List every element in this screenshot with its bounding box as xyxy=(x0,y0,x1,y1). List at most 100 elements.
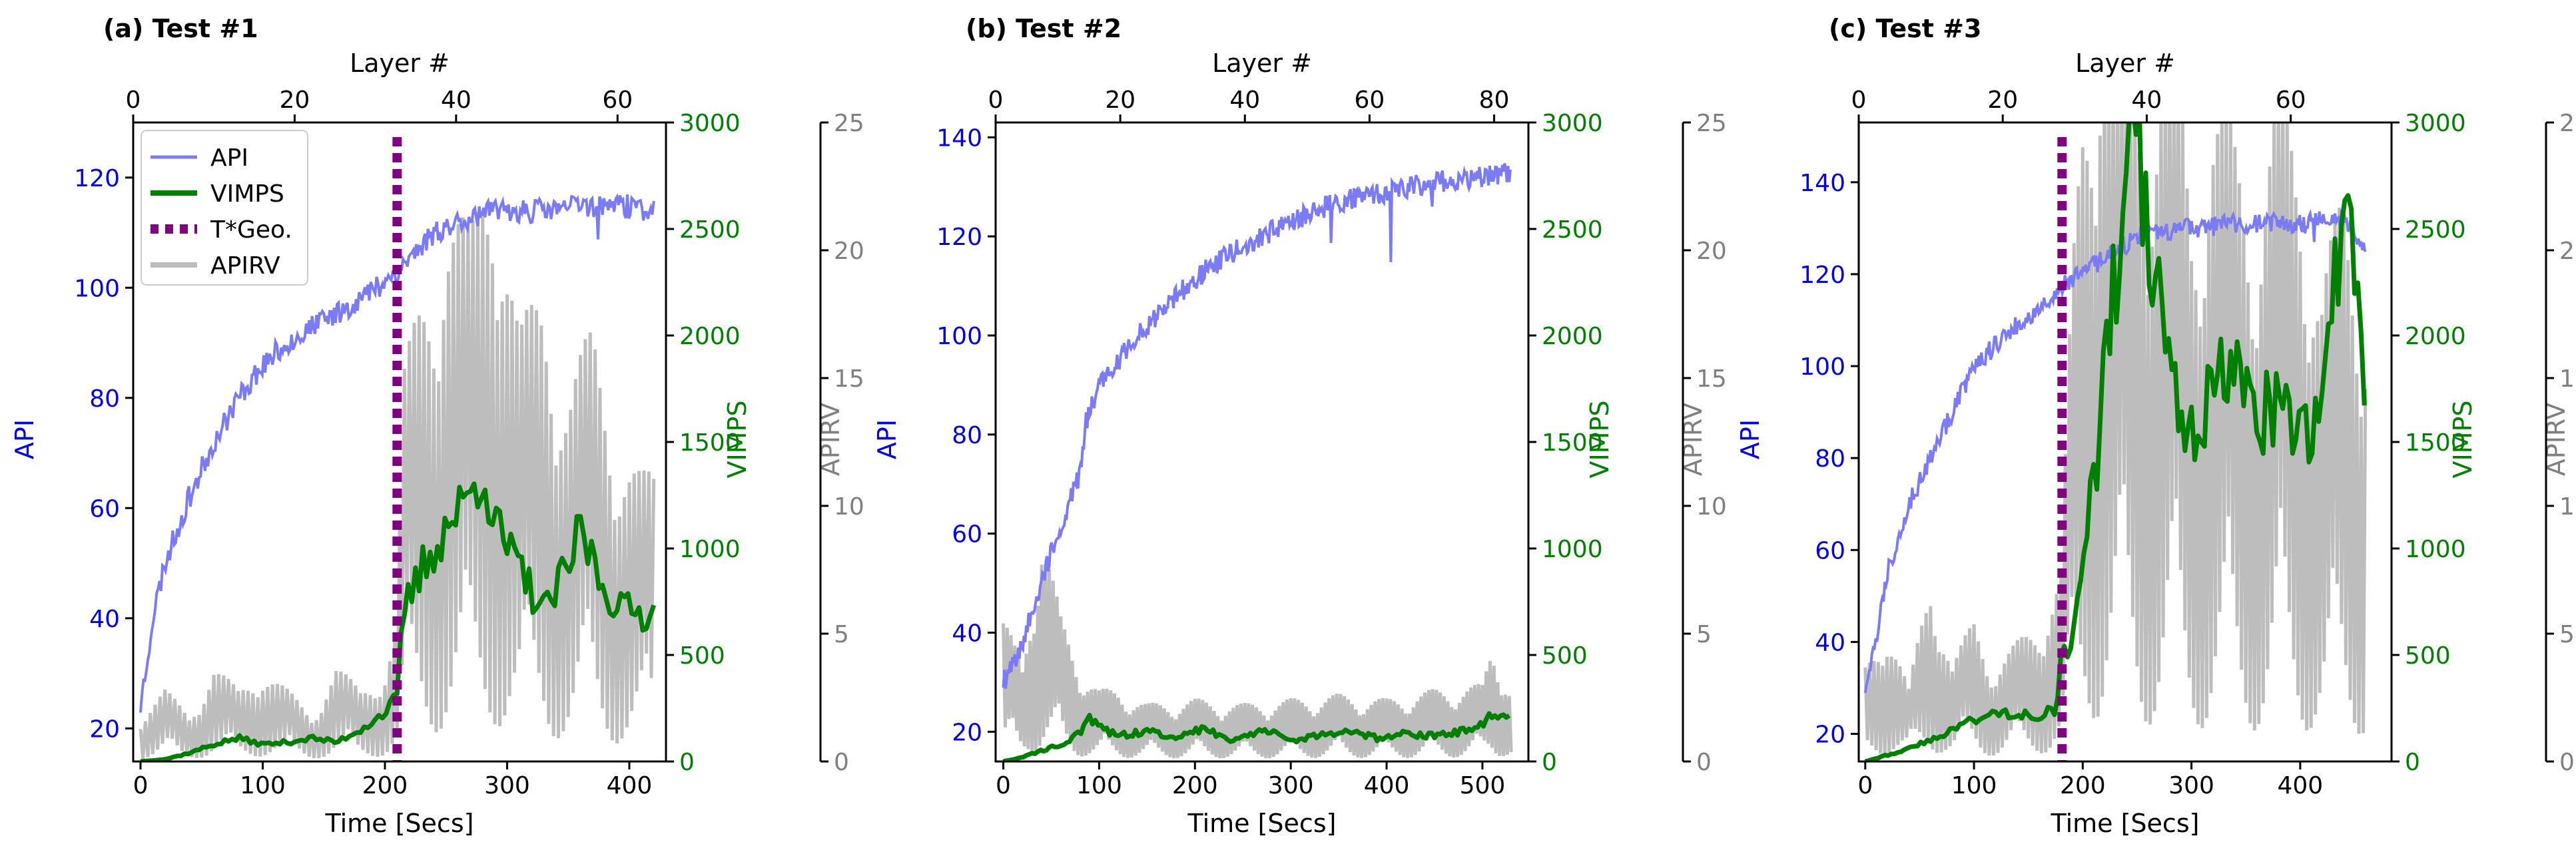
x-tick-label: 400 xyxy=(1364,772,1410,799)
x-axis-label: Time [Secs] xyxy=(1187,809,1337,838)
plot-frame xyxy=(994,121,1530,763)
x-tick-label: 300 xyxy=(1268,772,1314,799)
x-tick-label: 100 xyxy=(1076,772,1122,799)
y3-tick-label: 5 xyxy=(834,621,849,648)
y-tick-label: 140 xyxy=(1799,170,1845,197)
series-vimps-line xyxy=(1002,711,1511,761)
y-tick-label: 100 xyxy=(1799,353,1845,381)
y2-tick-label: 0 xyxy=(679,749,695,776)
x2-tick-label: 20 xyxy=(280,87,310,114)
y3-tick-label: 0 xyxy=(1696,749,1712,776)
y-tick-label: 60 xyxy=(1815,537,1845,564)
chart-title: (c) Test #3 xyxy=(1829,14,1981,43)
x2-tick-label: 20 xyxy=(1987,87,2018,114)
y2-tick-label: 2000 xyxy=(1542,323,1603,350)
x-tick-label: 400 xyxy=(2277,772,2323,799)
y2-axis-label: VIMPS xyxy=(2448,400,2477,478)
x2-axis-label: Layer # xyxy=(2075,49,2175,78)
x2-tick-label: 80 xyxy=(1479,87,1510,114)
x-tick-label: 400 xyxy=(607,772,653,799)
x2-tick-label: 60 xyxy=(1354,87,1385,114)
y2-tick-label: 1500 xyxy=(1542,429,1603,457)
y-tick-label: 120 xyxy=(74,165,120,192)
y3-tick-label: 5 xyxy=(2559,621,2575,648)
chart-panel-test-1: (a) Test #1 Layer # Time [Secs] API VIMP… xyxy=(10,14,864,838)
x-tick-label: 300 xyxy=(2168,772,2214,799)
y-tick-label: 120 xyxy=(936,224,982,251)
y2-tick-label: 1000 xyxy=(1542,536,1603,563)
y2-tick-label: 500 xyxy=(2405,642,2451,670)
legend-label: T*Geo. xyxy=(210,216,292,244)
x-tick-label: 200 xyxy=(2060,772,2106,799)
x-tick-label: 500 xyxy=(1460,772,1506,799)
x-tick-label: 200 xyxy=(362,772,408,799)
y-tick-label: 40 xyxy=(89,606,120,633)
y-tick-label: 100 xyxy=(936,323,982,350)
x-tick-label: 0 xyxy=(1857,772,1873,799)
y3-tick-label: 25 xyxy=(2559,110,2576,137)
y2-tick-label: 1500 xyxy=(679,429,741,457)
y-tick-label: 80 xyxy=(1815,445,1845,473)
chart-panel-test-2: (b) Test #2 Layer # Time [Secs] API VIMP… xyxy=(872,14,1727,838)
y3-tick-label: 15 xyxy=(2559,365,2576,393)
y2-tick-label: 2000 xyxy=(679,323,741,350)
x2-tick-label: 60 xyxy=(2276,87,2306,114)
x2-axis-label: Layer # xyxy=(350,49,450,78)
y-tick-label: 60 xyxy=(89,495,120,523)
y2-tick-label: 3000 xyxy=(1542,110,1603,137)
y-tick-label: 40 xyxy=(1815,629,1845,656)
y2-axis-label: VIMPS xyxy=(723,400,752,478)
y3-tick-label: 20 xyxy=(1696,238,1727,265)
y-tick-label: 20 xyxy=(952,719,982,746)
series-vimps-line xyxy=(140,481,657,761)
y-axis-label: API xyxy=(10,419,39,459)
y3-tick-label: 15 xyxy=(834,365,864,393)
y3-tick-label: 15 xyxy=(1696,365,1727,393)
chart-title: (a) Test #1 xyxy=(103,14,258,43)
y2-tick-label: 500 xyxy=(1542,642,1588,670)
x2-tick-label: 40 xyxy=(441,87,472,114)
x-tick-label: 100 xyxy=(240,772,286,799)
y-tick-label: 40 xyxy=(952,620,982,648)
y2-tick-label: 500 xyxy=(679,642,725,670)
y-tick-label: 80 xyxy=(952,422,982,449)
legend-label: APIRV xyxy=(210,252,280,280)
y2-tick-label: 2000 xyxy=(2405,323,2466,350)
y2-tick-label: 0 xyxy=(2405,749,2420,776)
legend-label: VIMPS xyxy=(210,180,284,208)
x2-tick-label: 60 xyxy=(602,87,633,114)
x2-tick-label: 0 xyxy=(988,87,1004,114)
y-tick-label: 100 xyxy=(74,275,120,302)
y2-axis-label: VIMPS xyxy=(1585,400,1614,478)
y3-tick-label: 5 xyxy=(1696,621,1712,648)
y3-tick-label: 25 xyxy=(834,110,864,137)
y2-tick-label: 1500 xyxy=(2405,429,2466,457)
y3-tick-label: 10 xyxy=(2559,493,2576,521)
x-axis-label: Time [Secs] xyxy=(325,809,474,838)
legend-box xyxy=(141,130,308,286)
x-tick-label: 100 xyxy=(1951,772,1997,799)
y-axis-label: API xyxy=(872,419,902,459)
y2-tick-label: 3000 xyxy=(2405,110,2466,137)
x2-tick-label: 40 xyxy=(1229,87,1260,114)
x2-tick-label: 0 xyxy=(126,87,141,114)
y2-tick-label: 1000 xyxy=(2405,536,2466,563)
y3-tick-label: 0 xyxy=(2559,749,2575,776)
x-axis-label: Time [Secs] xyxy=(2051,809,2200,838)
y2-tick-label: 2500 xyxy=(1542,216,1603,244)
y3-tick-label: 20 xyxy=(834,238,864,265)
y2-tick-label: 2500 xyxy=(2405,216,2466,244)
y-axis-label: API xyxy=(1736,419,1765,459)
x-tick-label: 200 xyxy=(1172,772,1218,799)
y2-tick-label: 2500 xyxy=(679,216,741,244)
chart-title: (b) Test #2 xyxy=(966,14,1122,43)
legend-label: API xyxy=(210,144,248,172)
y3-tick-label: 20 xyxy=(2559,238,2576,265)
y3-tick-label: 10 xyxy=(1696,493,1727,521)
series-api-line xyxy=(1002,163,1512,689)
y2-tick-label: 1000 xyxy=(679,536,741,563)
